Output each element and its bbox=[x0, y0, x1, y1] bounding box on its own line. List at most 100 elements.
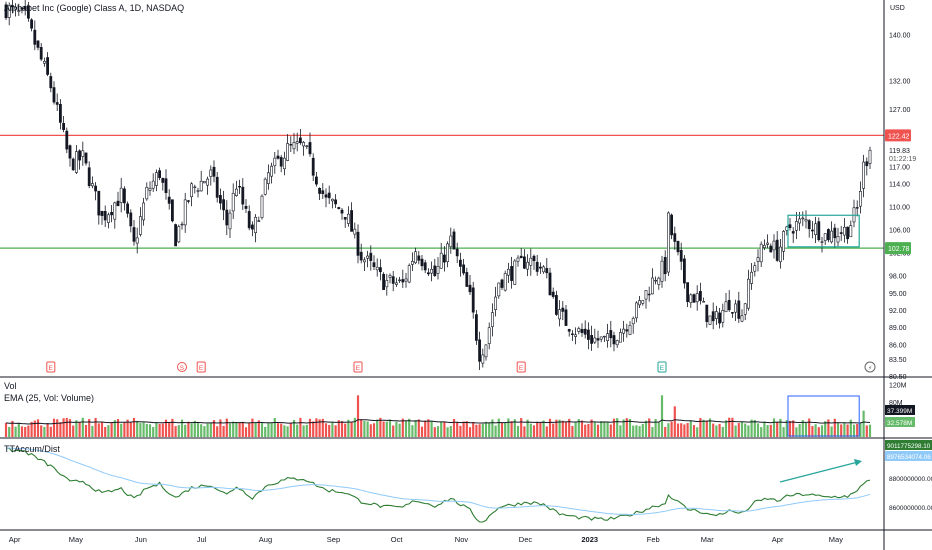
time-tick-label: Apr bbox=[772, 535, 784, 544]
volume-bar bbox=[782, 427, 785, 437]
consolidation-box-rect[interactable] bbox=[787, 214, 860, 248]
candle bbox=[545, 258, 549, 279]
volume-highlight-box[interactable] bbox=[787, 395, 860, 437]
volume-bar bbox=[158, 423, 161, 437]
volume-bar bbox=[334, 425, 337, 437]
candle bbox=[100, 210, 104, 225]
candle bbox=[654, 276, 658, 285]
volume-bar bbox=[427, 419, 430, 437]
volume-bar bbox=[148, 424, 152, 437]
earnings-markers[interactable]: E S E E E E ⚡ bbox=[46, 361, 876, 373]
svg-text:8976534074.06: 8976534074.06 bbox=[887, 454, 931, 461]
volume-bar bbox=[478, 424, 481, 437]
volume-bar bbox=[190, 423, 193, 437]
accum-dist-line bbox=[5, 447, 871, 523]
candle bbox=[593, 328, 597, 345]
volume-bar bbox=[600, 421, 603, 437]
svg-text:E: E bbox=[199, 365, 204, 372]
candle bbox=[702, 297, 706, 303]
candle bbox=[369, 245, 373, 271]
candle bbox=[746, 269, 750, 311]
dividend-lightning-marker[interactable]: ⚡ bbox=[864, 361, 876, 373]
volume-bar bbox=[145, 423, 148, 437]
candle bbox=[190, 182, 194, 207]
volume-bar bbox=[251, 418, 254, 437]
volume-bar bbox=[120, 423, 123, 437]
earnings-marker[interactable]: E bbox=[46, 361, 56, 373]
candle bbox=[401, 269, 405, 288]
volume-bar bbox=[494, 425, 497, 437]
candle bbox=[196, 187, 200, 198]
price-tick-label: 106.00 bbox=[889, 228, 911, 235]
candle bbox=[660, 255, 664, 288]
candle bbox=[167, 189, 171, 210]
candle bbox=[11, 0, 14, 14]
earnings-marker[interactable]: E bbox=[353, 361, 363, 373]
volume-bar bbox=[526, 419, 529, 437]
candle bbox=[551, 287, 555, 299]
candle bbox=[852, 199, 856, 228]
volume-bar bbox=[276, 423, 280, 437]
volume-bar bbox=[331, 422, 334, 437]
candle bbox=[71, 157, 75, 171]
volume-bar bbox=[449, 426, 452, 437]
candle bbox=[311, 153, 315, 182]
candle bbox=[129, 209, 133, 233]
earnings-marker[interactable]: E bbox=[657, 361, 667, 373]
candle bbox=[155, 169, 158, 192]
candle bbox=[612, 331, 616, 352]
candle bbox=[458, 252, 462, 277]
volume-bar bbox=[430, 420, 433, 437]
trend-arrow[interactable] bbox=[779, 459, 862, 483]
candle bbox=[567, 328, 571, 337]
volume-bar bbox=[542, 420, 545, 437]
volume-bar bbox=[673, 406, 676, 437]
volume-bar bbox=[433, 427, 436, 437]
candle bbox=[583, 320, 587, 339]
candle bbox=[580, 323, 584, 337]
candle bbox=[513, 259, 517, 285]
candle bbox=[750, 262, 754, 290]
volume-bar bbox=[27, 425, 30, 437]
candle bbox=[449, 227, 453, 254]
volume-bar bbox=[676, 423, 680, 437]
volume-bar bbox=[116, 419, 120, 437]
volume-bar bbox=[539, 422, 542, 437]
candle bbox=[692, 293, 696, 303]
consolidation-box[interactable] bbox=[787, 214, 860, 248]
candle bbox=[599, 336, 603, 343]
horizontal-levels[interactable] bbox=[0, 134, 884, 249]
volume-bar bbox=[113, 420, 116, 437]
volume-bar bbox=[126, 419, 129, 437]
volume-bar bbox=[139, 422, 142, 437]
candle bbox=[68, 144, 72, 167]
split-marker[interactable]: S bbox=[177, 362, 187, 373]
volume-bar bbox=[328, 424, 331, 437]
volume-bar bbox=[641, 423, 644, 437]
volume-bar bbox=[49, 426, 52, 437]
volume-bar bbox=[152, 427, 155, 437]
candle bbox=[756, 249, 760, 272]
volume-bar bbox=[75, 420, 78, 437]
candle bbox=[644, 290, 648, 309]
volume-bar bbox=[865, 425, 868, 437]
candle bbox=[292, 133, 296, 154]
candle bbox=[58, 99, 62, 130]
volume-bar bbox=[532, 425, 536, 437]
volume-bar bbox=[136, 420, 139, 437]
volume-bar bbox=[171, 418, 174, 437]
volume-bar bbox=[475, 424, 478, 437]
volume-bar bbox=[446, 427, 449, 437]
volume-pane bbox=[4, 395, 872, 437]
volume-bar bbox=[289, 423, 292, 437]
candle bbox=[241, 178, 245, 210]
volume-bar bbox=[212, 420, 216, 437]
earnings-marker[interactable]: E bbox=[516, 361, 526, 373]
candle bbox=[708, 315, 712, 325]
volume-bar bbox=[862, 410, 865, 437]
earnings-marker[interactable]: E bbox=[196, 361, 206, 373]
candle bbox=[676, 240, 680, 256]
volume-bar bbox=[17, 422, 20, 437]
volume-bar bbox=[267, 422, 270, 437]
candle bbox=[378, 259, 382, 281]
